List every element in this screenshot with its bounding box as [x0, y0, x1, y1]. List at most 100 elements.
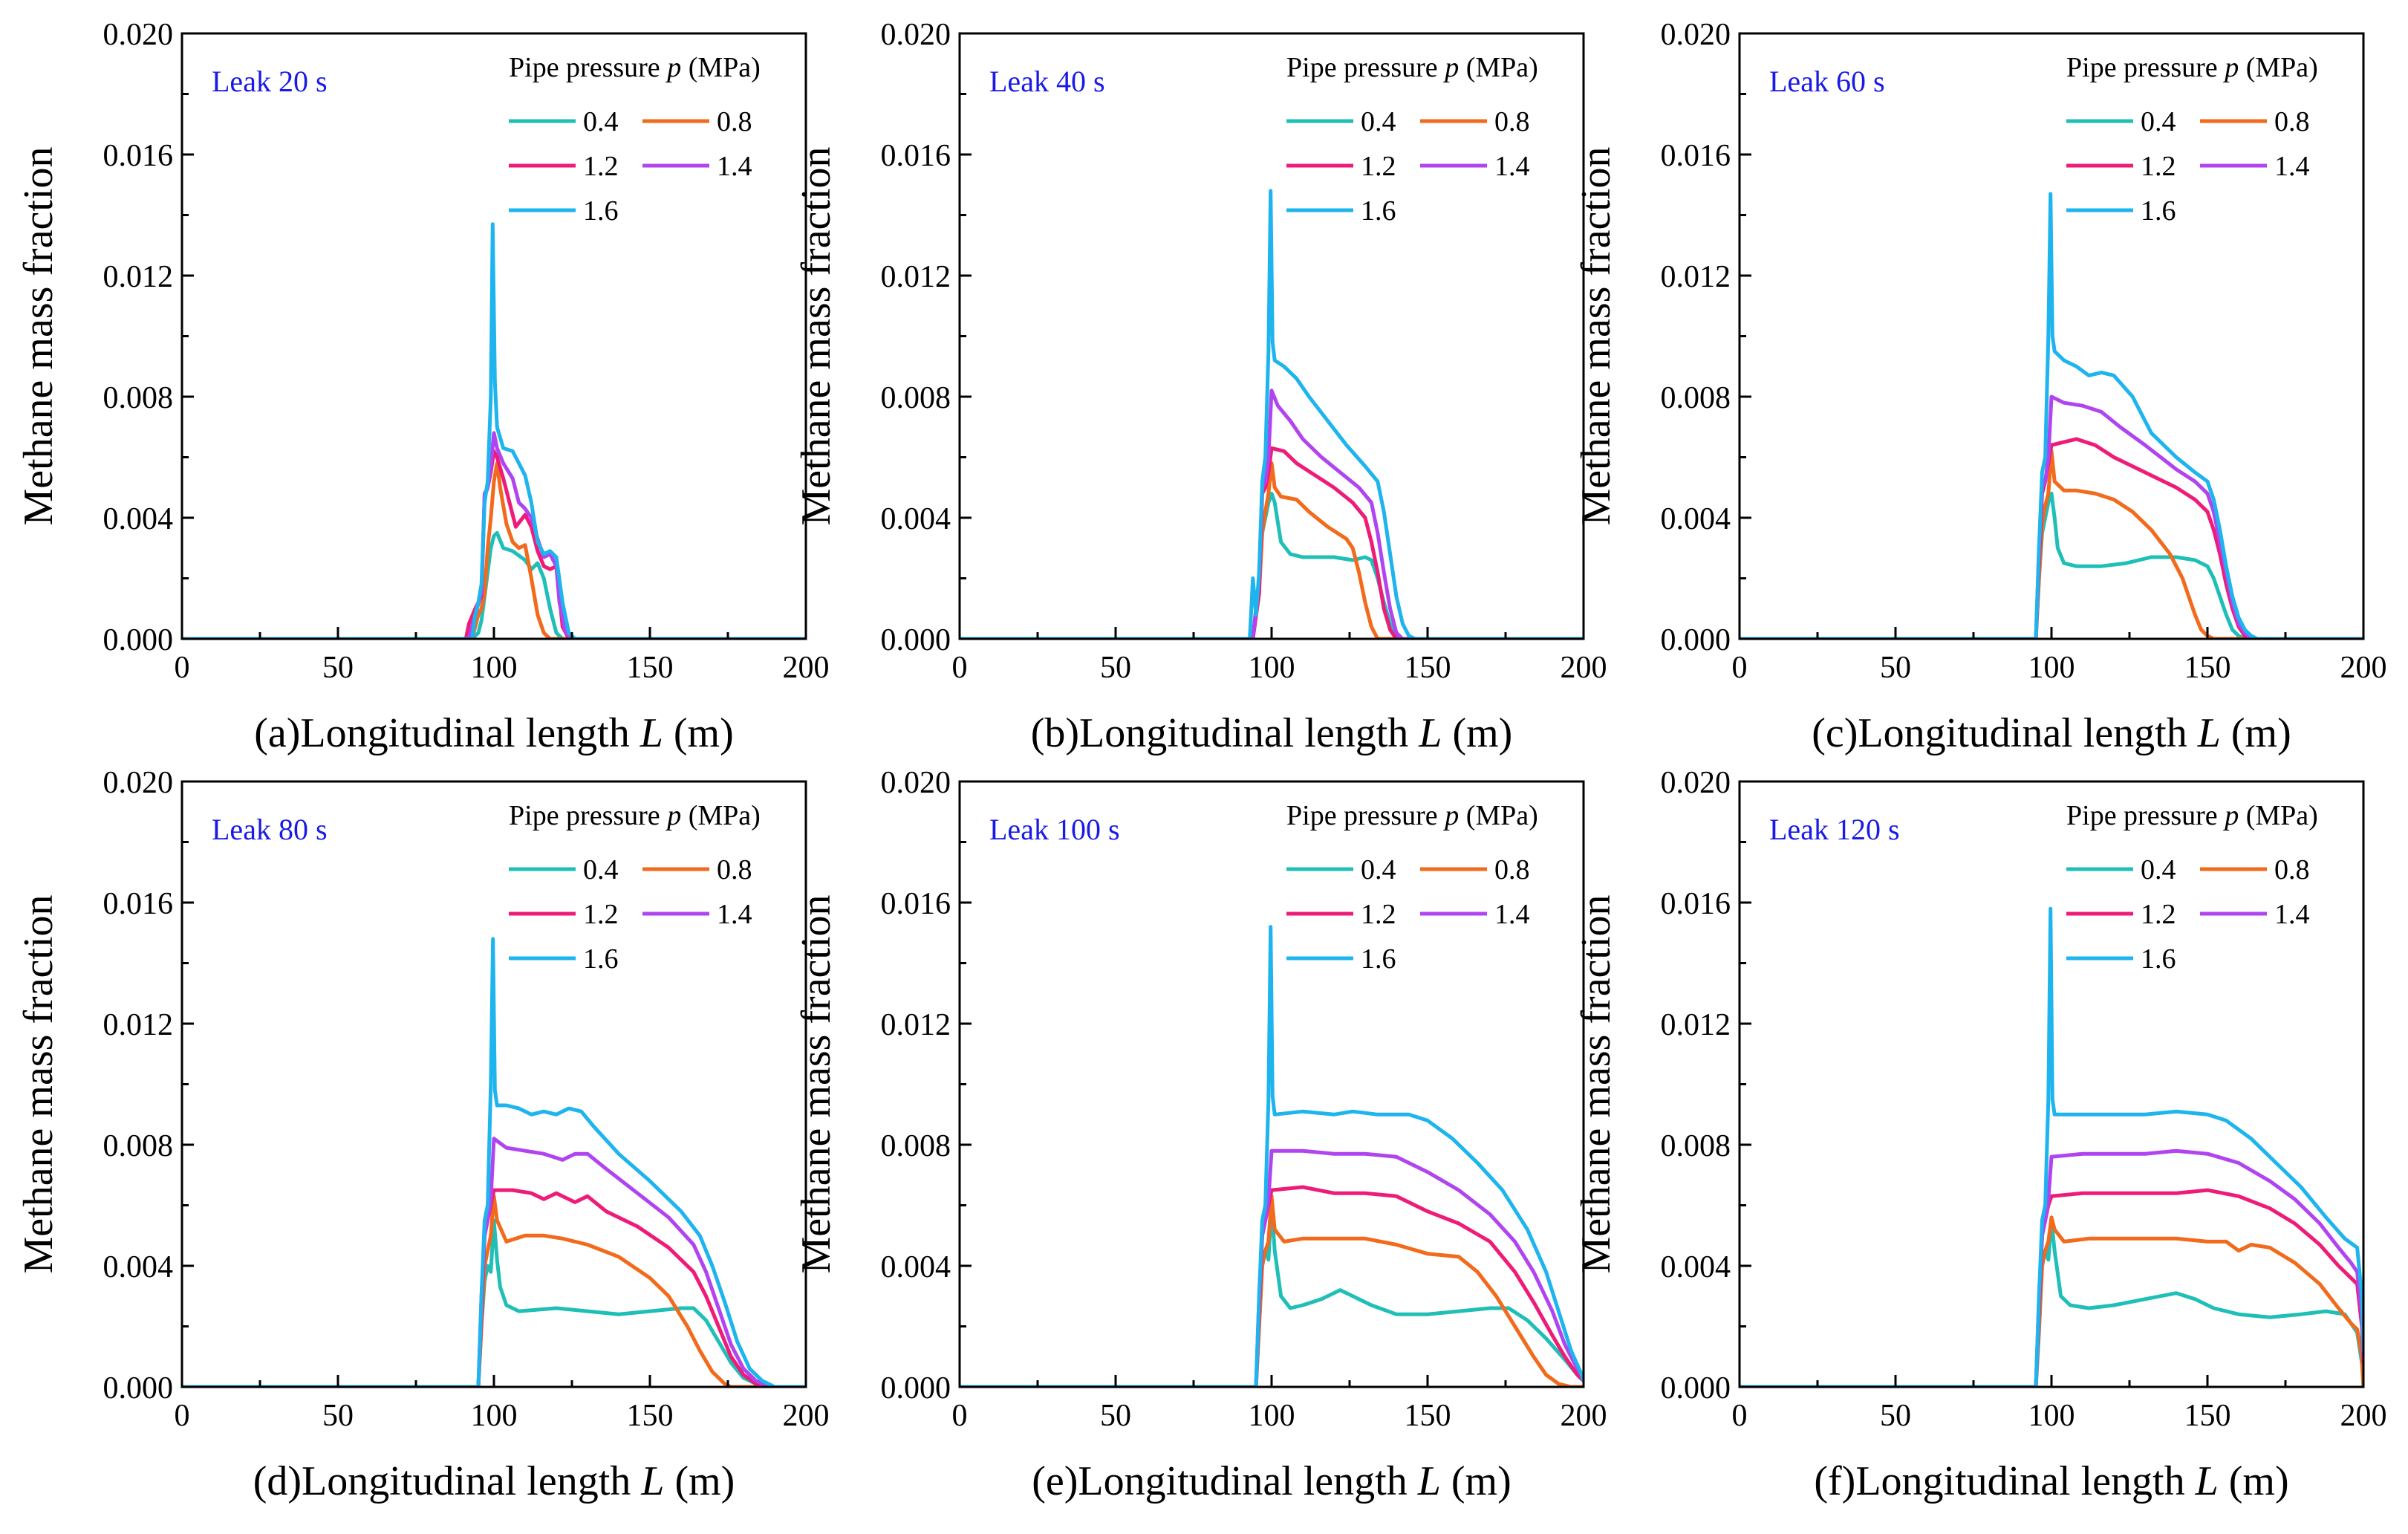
- y-tick-label: 0.020: [1661, 766, 1731, 800]
- y-axis-label: Methane mass fraction: [16, 894, 62, 1273]
- y-tick-label: 0.008: [1661, 1129, 1731, 1163]
- legend-label-0-8: 0.8: [717, 854, 752, 885]
- leak-time-label: Leak 20 s: [212, 65, 328, 98]
- x-axis-label-var: L: [2195, 1458, 2219, 1504]
- leak-time-label: Leak 40 s: [989, 65, 1105, 98]
- legend-label-0-4: 0.4: [583, 106, 619, 137]
- legend-label-1-4: 1.4: [2274, 151, 2310, 182]
- x-axis-label-text: (f)Longitudinal length: [1814, 1458, 2195, 1504]
- series-line-0-4: [1740, 491, 2363, 639]
- legend-title-unit: (MPa): [2239, 800, 2318, 831]
- panel-f: 0 50 100 150 200 0.000 0.004 0.008 0.012 0.016 0.0…: [1573, 766, 2387, 1504]
- y-tick-label: 0.016: [103, 139, 174, 173]
- y-tick-label: 0.016: [881, 139, 951, 173]
- series-line-0-8: [1740, 449, 2363, 639]
- legend-label-1-2: 1.2: [1361, 151, 1396, 182]
- x-tick-label: 200: [2340, 1399, 2387, 1433]
- legend-label-1-2: 1.2: [1361, 899, 1396, 930]
- y-tick-label: 0.000: [1661, 1371, 1731, 1405]
- series-line-0-8: [182, 461, 806, 639]
- legend-title-text: Pipe pressure: [2066, 52, 2225, 83]
- x-tick-label: 0: [175, 651, 190, 685]
- x-axis-label-unit: (m): [663, 710, 734, 756]
- legend-title-unit: (MPa): [2239, 52, 2318, 83]
- x-axis-label-var: L: [640, 710, 663, 756]
- x-tick-label: 100: [2028, 1399, 2075, 1433]
- legend-label-0-8: 0.8: [2274, 854, 2310, 885]
- x-axis-label-text: (d)Longitudinal length: [253, 1458, 642, 1504]
- series-line-0-8: [1740, 1215, 2363, 1387]
- series-line-1-4: [960, 1148, 1584, 1387]
- legend-title: Pipe pressure p (MPa): [509, 800, 761, 831]
- x-axis-label-text: (e)Longitudinal length: [1032, 1458, 1417, 1504]
- y-tick-label: 0.000: [1661, 623, 1731, 657]
- x-axis-label: (c)Longitudinal length L (m): [1812, 710, 2291, 756]
- leak-time-label: Leak 60 s: [1769, 65, 1885, 98]
- y-tick-label: 0.012: [1661, 1008, 1731, 1042]
- y-tick-label: 0.016: [881, 887, 951, 921]
- x-tick-label: 150: [2184, 651, 2231, 685]
- x-tick-label: 0: [952, 1399, 968, 1433]
- series-line-0-8: [182, 1194, 806, 1387]
- x-tick-label: 200: [783, 1399, 830, 1433]
- panel-b: 0 50 100 150 200 0.000 0.004 0.008 0.012 0.016 0.0…: [793, 18, 1607, 756]
- legend-label-1-2: 1.2: [583, 899, 619, 930]
- panel-d: 0 50 100 150 200 0.000 0.004 0.008 0.012 0.016 0.0…: [16, 766, 830, 1504]
- legend-label-0-4: 0.4: [1361, 106, 1396, 137]
- x-tick-label: 100: [471, 1399, 518, 1433]
- legend-title-unit: (MPa): [1459, 800, 1538, 831]
- x-tick-label: 150: [1405, 1399, 1451, 1433]
- legend-label-1-6: 1.6: [1361, 195, 1396, 227]
- legend-label-1-4: 1.4: [1494, 151, 1530, 182]
- legend-label-0-8: 0.8: [1494, 106, 1530, 137]
- x-axis-label-unit: (m): [664, 1458, 735, 1504]
- legend-title-text: Pipe pressure: [2066, 800, 2225, 831]
- legend-label-0-4: 0.4: [583, 854, 619, 885]
- legend-title-var: p: [1442, 800, 1459, 831]
- y-tick-label: 0.012: [103, 1008, 174, 1042]
- x-tick-label: 150: [2184, 1399, 2231, 1433]
- y-tick-label: 0.016: [1661, 887, 1731, 921]
- legend-title-text: Pipe pressure: [1286, 800, 1445, 831]
- x-tick-label: 200: [2340, 651, 2387, 685]
- legend-label-1-2: 1.2: [2141, 151, 2176, 182]
- x-axis-label-text: (b)Longitudinal length: [1031, 710, 1419, 756]
- legend-label-1-2: 1.2: [583, 151, 619, 182]
- panel-e: 0 50 100 150 200 0.000 0.004 0.008 0.012 0.016 0.0…: [793, 766, 1607, 1504]
- y-tick-label: 0.000: [881, 1371, 951, 1405]
- y-tick-label: 0.020: [1661, 18, 1731, 52]
- y-tick-label: 0.008: [881, 1129, 951, 1163]
- legend-title: Pipe pressure p (MPa): [2066, 52, 2318, 83]
- x-tick-label: 50: [322, 1399, 354, 1433]
- y-axis-label: Methane mass fraction: [793, 146, 839, 525]
- y-tick-label: 0.000: [881, 623, 951, 657]
- series-line-0-8: [960, 1194, 1584, 1387]
- x-tick-label: 0: [175, 1399, 190, 1433]
- y-tick-label: 0.004: [103, 502, 174, 536]
- y-axis-label: Methane mass fraction: [1573, 894, 1619, 1273]
- legend-title-unit: (MPa): [1459, 52, 1538, 83]
- legend-title: Pipe pressure p (MPa): [1286, 52, 1538, 83]
- series-line-1-4: [182, 1137, 806, 1387]
- x-tick-label: 0: [1732, 1399, 1748, 1433]
- x-tick-label: 100: [2028, 651, 2075, 685]
- legend-label-1-6: 1.6: [583, 195, 619, 227]
- legend-title: Pipe pressure p (MPa): [509, 52, 761, 83]
- x-tick-label: 50: [322, 651, 354, 685]
- y-tick-label: 0.012: [103, 260, 174, 294]
- x-axis-label-unit: (m): [2219, 1458, 2289, 1504]
- series-line-1-6: [182, 222, 806, 639]
- legend-title: Pipe pressure p (MPa): [2066, 800, 2318, 831]
- x-axis-label-var: L: [2197, 710, 2221, 756]
- series-line-0-4: [182, 530, 806, 639]
- x-tick-label: 200: [1561, 1399, 1607, 1433]
- x-tick-label: 150: [1405, 651, 1451, 685]
- x-tick-label: 100: [1249, 1399, 1295, 1433]
- series-line-1-6: [182, 937, 806, 1387]
- x-tick-label: 150: [627, 651, 674, 685]
- legend-label-1-4: 1.4: [717, 899, 752, 930]
- y-tick-label: 0.004: [1661, 502, 1731, 536]
- x-tick-label: 50: [1100, 1399, 1131, 1433]
- series-line-1-6: [1740, 192, 2363, 639]
- series-line-1-6: [1740, 906, 2363, 1387]
